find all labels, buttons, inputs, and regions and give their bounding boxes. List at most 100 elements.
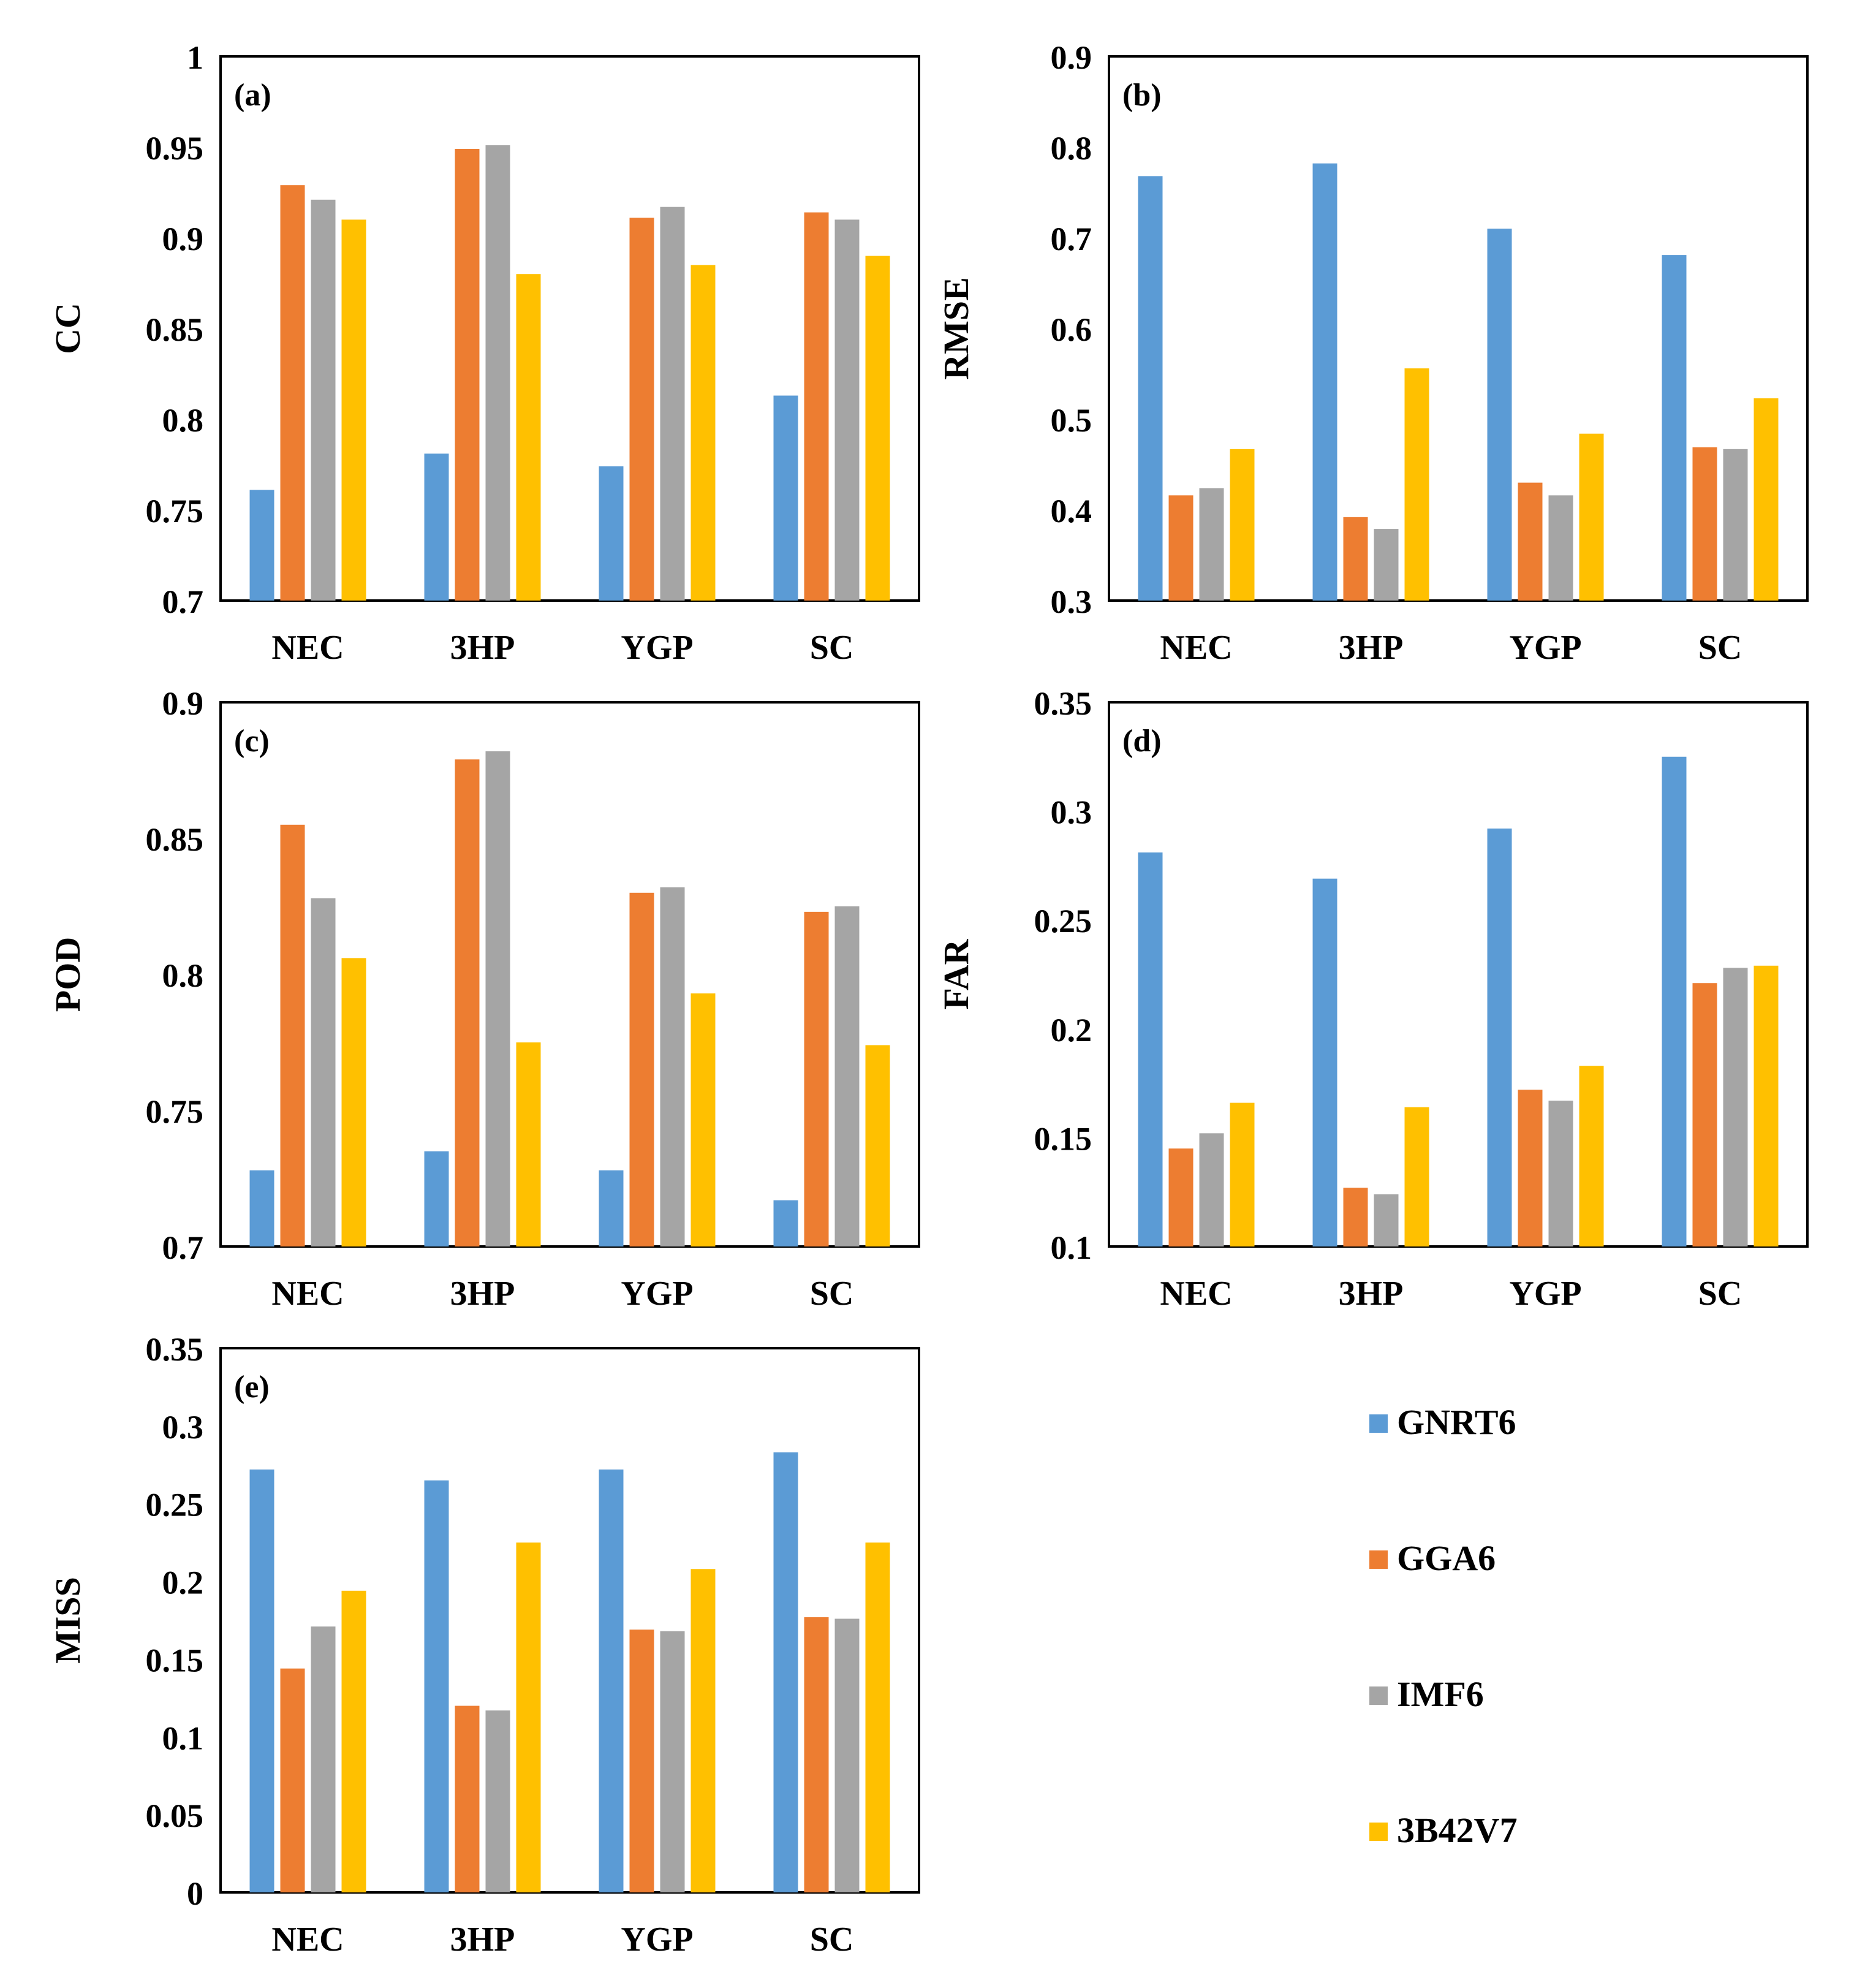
y-axis-title: MISS [48, 1577, 88, 1664]
bar-gnrt6-nec [249, 490, 274, 601]
bar-gga6-3hp [1343, 1188, 1368, 1246]
bar-imf6-nec [311, 199, 336, 601]
plot-frame [219, 1347, 920, 1894]
y-tick-label: 0.8 [1051, 130, 1092, 167]
bar-gnrt6-sc [773, 395, 798, 601]
bar-gnrt6-sc [773, 1200, 798, 1246]
y-axis-title: RMSE [936, 277, 976, 380]
x-tick-label: 3HP [450, 1275, 515, 1313]
bar-3b42v7-ygp [1579, 433, 1604, 601]
bar-imf6-3hp [485, 145, 510, 601]
y-tick-label: 0.35 [146, 1331, 204, 1368]
bar-3b42v7-sc [865, 1045, 890, 1246]
bar-gga6-nec [280, 185, 305, 601]
bar-imf6-ygp [1548, 495, 1573, 601]
bar-imf6-sc [834, 219, 860, 601]
bar-3b42v7-nec [1230, 449, 1255, 601]
y-tick-label: 0.15 [1034, 1120, 1092, 1157]
bar-imf6-ygp [660, 1631, 685, 1892]
y-tick-label: 0.3 [1051, 794, 1092, 831]
y-axis-title: POD [48, 937, 88, 1012]
bar-3b42v7-ygp [690, 1569, 716, 1892]
bar-3b42v7-3hp [1404, 1107, 1429, 1246]
x-tick-label: SC [1698, 629, 1742, 667]
bar-gga6-3hp [1343, 517, 1368, 601]
bar-gnrt6-ygp [1487, 829, 1512, 1246]
legend: GNRT6 GGA6 IMF6 3B42V7 [1369, 1402, 1518, 1850]
bar-gga6-nec [1168, 495, 1194, 601]
bar-gnrt6-nec [249, 1170, 274, 1246]
bar-3b42v7-nec [1230, 1102, 1255, 1246]
bar-imf6-sc [1723, 449, 1748, 601]
bar-imf6-3hp [1374, 1194, 1399, 1246]
bar-gga6-sc [804, 1617, 829, 1892]
x-tick-label: 3HP [450, 629, 515, 667]
x-tick-label: NEC [1160, 1275, 1232, 1313]
y-tick-label: 1 [187, 39, 203, 76]
y-tick-label: 0.25 [146, 1487, 204, 1523]
y-tick-label: 0.3 [162, 1409, 204, 1446]
y-tick-label: 0.2 [1051, 1012, 1092, 1049]
legend-label-3b42v7: 3B42V7 [1397, 1810, 1518, 1850]
bar-gnrt6-sc [773, 1452, 798, 1892]
bar-gnrt6-ygp [599, 466, 624, 601]
y-tick-label: 0.5 [1051, 402, 1092, 439]
bar-3b42v7-ygp [1579, 1066, 1604, 1246]
bar-3b42v7-sc [1753, 398, 1779, 601]
y-tick-label: 0.1 [162, 1720, 204, 1756]
bar-gnrt6-ygp [1487, 229, 1512, 601]
x-tick-label: YGP [621, 1921, 693, 1959]
chart-panel-d: 0.1 0.15 0.2 0.25 0.3 0.35 FAR (d) NEC 3HP YGP SC [936, 685, 1809, 1313]
legend-swatch-gnrt6 [1369, 1414, 1388, 1433]
bar-imf6-3hp [1374, 529, 1399, 601]
bar-imf6-sc [834, 906, 860, 1246]
y-tick-label: 0.7 [162, 583, 204, 620]
bar-gnrt6-nec [249, 1469, 274, 1892]
x-tick-label: YGP [621, 629, 693, 667]
y-tick-label: 0.3 [1051, 583, 1092, 620]
panel-tag: (a) [234, 78, 271, 113]
bar-gga6-3hp [455, 148, 480, 601]
bar-3b42v7-3hp [516, 274, 541, 601]
bar-imf6-sc [1723, 968, 1748, 1246]
legend-swatch-gga6 [1369, 1550, 1388, 1569]
chart-panel-e: 0 0.05 0.1 0.15 0.2 0.25 0.3 0.35 MISS (e) NEC 3HP Y… [48, 1331, 920, 1959]
y-tick-label: 0.8 [162, 957, 204, 994]
bar-3b42v7-sc [865, 256, 890, 601]
y-tick-label: 0.2 [162, 1565, 204, 1601]
bar-gnrt6-sc [1662, 756, 1687, 1246]
y-tick-label: 0.1 [1051, 1229, 1092, 1266]
legend-swatch-imf6 [1369, 1686, 1388, 1705]
bar-3b42v7-ygp [690, 993, 716, 1246]
legend-swatch-3b42v7 [1369, 1823, 1388, 1841]
bar-3b42v7-nec [341, 219, 366, 601]
bar-imf6-ygp [1548, 1101, 1573, 1246]
y-tick-label: 0.9 [162, 221, 204, 257]
y-axis-title: CC [48, 303, 88, 354]
bar-gga6-sc [804, 911, 829, 1246]
bar-gga6-ygp [1518, 482, 1543, 601]
bar-gga6-sc [1692, 447, 1717, 601]
x-tick-label: 3HP [1339, 1275, 1404, 1313]
bar-gga6-nec [1168, 1148, 1194, 1246]
bar-imf6-nec [1199, 1133, 1224, 1246]
y-tick-label: 0.4 [1051, 493, 1092, 529]
y-tick-label: 0.9 [1051, 39, 1092, 76]
y-tick-label: 0.75 [146, 493, 204, 529]
chart-panel-c: 0.7 0.75 0.8 0.85 0.9 POD (c) NEC 3HP YGP SC [48, 685, 920, 1313]
y-tick-label: 0.9 [162, 685, 204, 722]
y-tick-label: 0.95 [146, 130, 204, 167]
bar-gnrt6-3hp [424, 1480, 449, 1892]
bar-gga6-ygp [1518, 1090, 1543, 1246]
bar-gnrt6-3hp [1312, 878, 1337, 1246]
bar-3b42v7-sc [1753, 965, 1779, 1246]
x-tick-label: YGP [621, 1275, 693, 1313]
y-tick-label: 0.8 [162, 402, 204, 439]
bar-gnrt6-ygp [599, 1469, 624, 1892]
plot-frame [1108, 55, 1809, 602]
bar-imf6-nec [1199, 488, 1224, 601]
bar-gga6-sc [804, 212, 829, 601]
bar-3b42v7-3hp [516, 1542, 541, 1892]
x-tick-label: SC [1698, 1275, 1742, 1313]
